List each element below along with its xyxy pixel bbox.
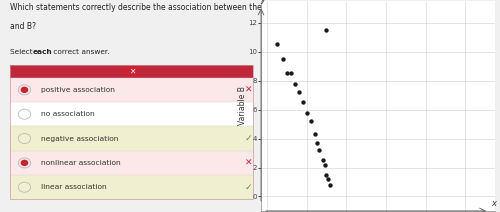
Text: nonlinear association: nonlinear association (42, 160, 121, 166)
Circle shape (22, 160, 28, 165)
Point (314, 148, 322, 152)
Point (302, 111, 310, 114)
Text: Select: Select (10, 49, 35, 55)
Y-axis label: Variable B: Variable B (238, 86, 246, 126)
Point (318, 159, 326, 162)
Text: y: y (260, 0, 266, 4)
Bar (10, 175, 254, 199)
Text: positive association: positive association (42, 87, 116, 93)
Point (298, 101, 306, 104)
Bar (10, 126, 254, 151)
Point (283, 72, 291, 75)
Text: ✕: ✕ (244, 158, 252, 167)
Bar (10, 151, 254, 175)
Bar (124, 66, 139, 76)
Point (294, 91, 302, 94)
Point (320, 163, 328, 166)
Bar (10, 78, 254, 102)
Point (306, 120, 314, 123)
Text: Which statements correctly describe the association between the variables A: Which statements correctly describe the … (10, 3, 308, 12)
Bar (10, 102, 254, 126)
Point (273, 43, 281, 46)
Text: no association: no association (42, 111, 95, 117)
Point (322, 28, 330, 32)
Point (279, 57, 287, 61)
Point (312, 141, 320, 145)
Text: ✓: ✓ (244, 183, 252, 192)
Point (291, 82, 299, 85)
Text: each: each (32, 49, 52, 55)
Point (322, 173, 330, 176)
Point (287, 72, 295, 75)
Text: x: x (491, 199, 496, 208)
Text: ✓: ✓ (244, 134, 252, 143)
Bar (10, 65, 254, 199)
Point (310, 132, 318, 136)
Text: ✕: ✕ (244, 85, 252, 94)
Circle shape (22, 87, 28, 92)
Text: and B?: and B? (10, 22, 36, 31)
Text: linear association: linear association (42, 184, 107, 190)
Text: negative association: negative association (42, 135, 119, 142)
Point (324, 177, 332, 181)
Point (326, 183, 334, 187)
Text: ✕: ✕ (128, 67, 135, 76)
Bar (10, 65, 254, 78)
Text: correct answer.: correct answer. (51, 49, 110, 55)
